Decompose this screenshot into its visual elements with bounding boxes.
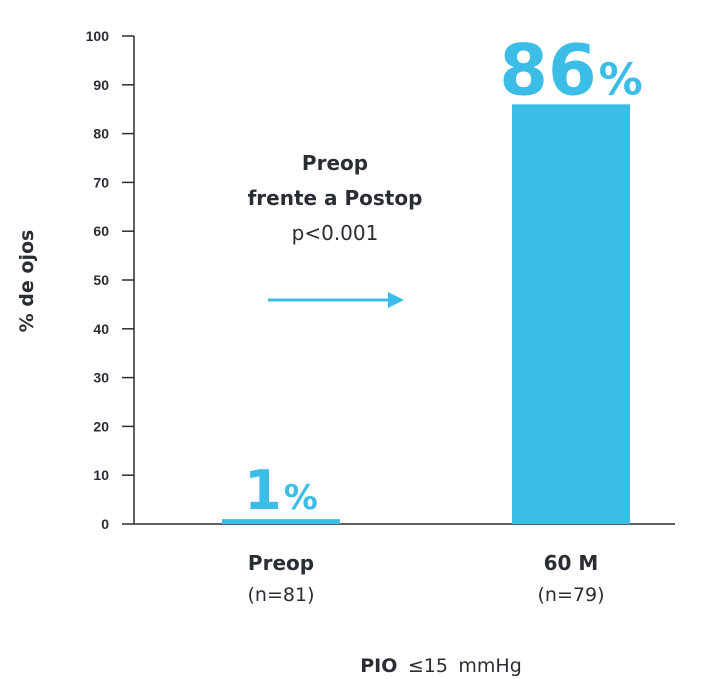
bar-2	[512, 104, 630, 524]
y-tick-label: 0	[101, 516, 109, 532]
category-label-2: 60 M	[544, 551, 599, 575]
category-sublabel-2: (n=79)	[538, 584, 605, 606]
value-number: 1	[244, 459, 282, 522]
value-number: 86	[499, 29, 596, 111]
y-tick-label: 80	[93, 126, 109, 142]
y-tick-label: 100	[86, 28, 110, 44]
y-tick-label: 20	[93, 418, 109, 434]
bar-1	[222, 519, 340, 524]
y-axis-label: % de ojos	[16, 230, 38, 333]
arrow-right-icon	[268, 292, 404, 308]
annotation-line-2: frente a Postop	[248, 186, 423, 210]
footer-value: ≤15	[408, 655, 448, 677]
category-labels: Preop (n=81) 60 M (n=79)	[248, 551, 605, 606]
comparison-annotation: Preop frente a Postop p<0.001	[248, 151, 423, 308]
category-sublabel-1: (n=81)	[248, 584, 315, 606]
y-tick-label: 50	[93, 272, 109, 288]
value-labels: 1%86%	[244, 29, 643, 522]
footer-bold: PIO	[360, 655, 397, 677]
value-label-1: 1%	[244, 459, 318, 522]
bars	[222, 104, 630, 524]
y-tick-label: 40	[93, 321, 109, 337]
value-label-2: 86%	[499, 29, 643, 111]
footer-unit: mmHg	[458, 655, 521, 677]
y-tick-label: 60	[93, 223, 109, 239]
footer-label: PIO ≤15 mmHg	[360, 655, 522, 677]
category-label-1: Preop	[248, 551, 314, 575]
y-tick-label: 10	[93, 467, 109, 483]
annotation-line-1: Preop	[302, 151, 368, 175]
value-unit: %	[284, 478, 318, 518]
y-tick-label: 30	[93, 370, 109, 386]
annotation-p-value: p<0.001	[292, 221, 379, 245]
y-tick-label: 90	[93, 77, 109, 93]
y-tick-label: 70	[93, 174, 109, 190]
value-unit: %	[599, 54, 643, 105]
